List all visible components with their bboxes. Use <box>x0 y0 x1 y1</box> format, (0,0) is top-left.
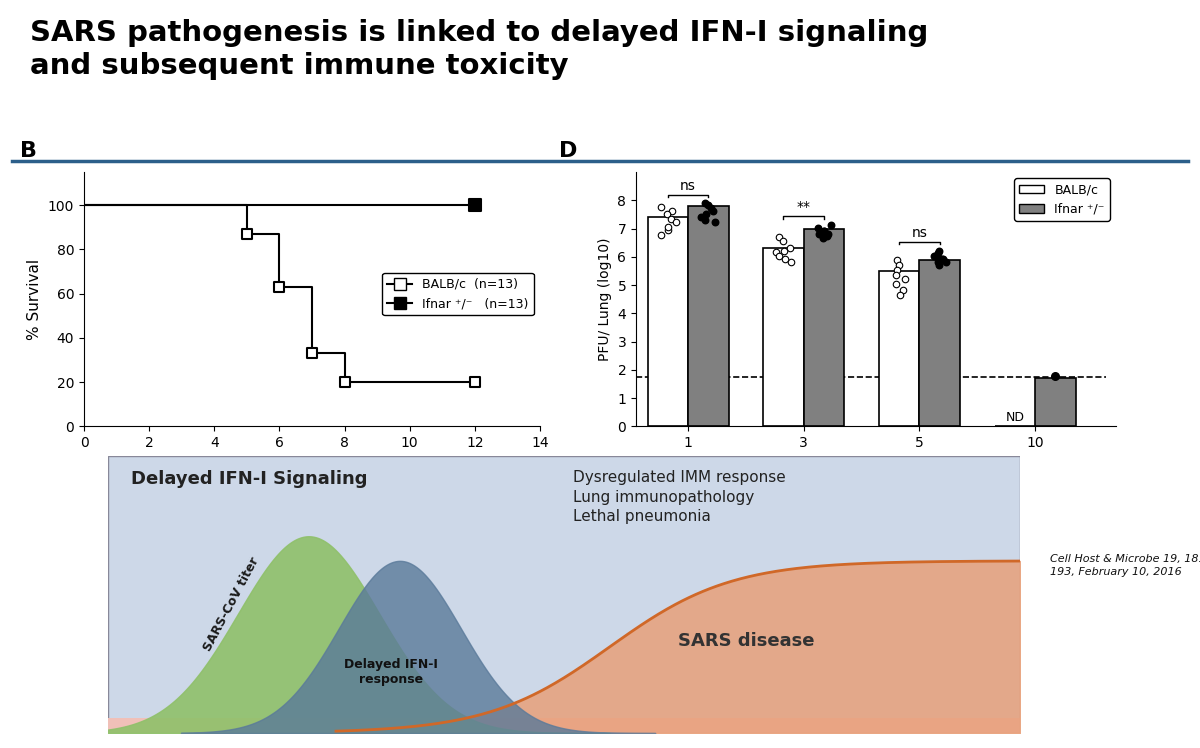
Point <box>1045 370 1064 382</box>
Y-axis label: PFU/ Lung (log10): PFU/ Lung (log10) <box>598 237 612 361</box>
Text: **: ** <box>797 200 811 215</box>
Point <box>706 216 725 228</box>
FancyBboxPatch shape <box>108 717 1020 733</box>
Point <box>925 251 944 263</box>
FancyBboxPatch shape <box>108 456 1020 733</box>
Point <box>666 216 685 228</box>
Text: ns: ns <box>680 180 696 193</box>
Text: ns: ns <box>912 226 928 240</box>
Legend: BALB/c, Ifnar ⁺/⁻: BALB/c, Ifnar ⁺/⁻ <box>1014 178 1110 221</box>
Point <box>890 289 910 301</box>
Text: D: D <box>559 141 577 161</box>
Point <box>466 199 485 211</box>
Bar <box>648 217 688 426</box>
Point <box>659 224 678 236</box>
Text: B: B <box>20 141 37 161</box>
Point <box>773 236 792 248</box>
Y-axis label: % Survival: % Survival <box>28 259 42 340</box>
Point <box>466 376 485 388</box>
Point <box>810 227 829 239</box>
Point <box>929 248 948 260</box>
Point <box>769 231 788 243</box>
Point <box>781 242 800 254</box>
Legend: BALB/c  (n=13), Ifnar ⁺/⁻   (n=13): BALB/c (n=13), Ifnar ⁺/⁻ (n=13) <box>383 273 534 315</box>
Point <box>817 230 836 242</box>
Point <box>775 245 794 257</box>
Point <box>889 259 908 271</box>
Point <box>821 219 840 231</box>
Point <box>769 251 788 263</box>
Bar <box>804 229 844 426</box>
Point <box>703 205 722 217</box>
Point <box>766 246 785 258</box>
Point <box>928 256 947 268</box>
Point <box>934 253 953 265</box>
Point <box>818 227 838 239</box>
Point <box>652 201 671 213</box>
Bar <box>878 271 919 426</box>
Text: SARS-CoV titer: SARS-CoV titer <box>200 555 262 653</box>
Point <box>809 222 828 234</box>
Text: Dysregulated IMM response
Lung immunopathology
Lethal pneumonia: Dysregulated IMM response Lung immunopat… <box>574 470 786 524</box>
Point <box>781 256 800 268</box>
Point <box>929 245 948 257</box>
Point <box>335 376 354 388</box>
Point <box>932 253 952 265</box>
Point <box>270 281 289 293</box>
Point <box>886 278 905 289</box>
Point <box>895 273 914 285</box>
Text: Delayed IFN-I Signaling: Delayed IFN-I Signaling <box>131 470 367 488</box>
Point <box>702 202 721 214</box>
X-axis label: Days Post-infection: Days Post-infection <box>793 456 959 470</box>
Bar <box>763 248 804 426</box>
Point <box>814 233 833 245</box>
Point <box>302 347 322 359</box>
Point <box>887 264 906 276</box>
Point <box>775 253 794 265</box>
Point <box>815 225 834 237</box>
Point <box>815 225 834 237</box>
Point <box>887 269 906 281</box>
Point <box>691 211 710 223</box>
Point <box>936 256 955 268</box>
Point <box>928 249 947 261</box>
Text: SARS pathogenesis is linked to delayed IFN-I signaling
and subsequent immune tox: SARS pathogenesis is linked to delayed I… <box>30 19 929 80</box>
Point <box>662 212 682 224</box>
Text: ND: ND <box>1006 411 1025 424</box>
Point <box>697 208 716 220</box>
Text: Delayed IFN-I
response: Delayed IFN-I response <box>343 657 438 685</box>
Point <box>658 209 677 221</box>
Point <box>929 259 948 271</box>
Bar <box>1036 378 1075 426</box>
Point <box>695 197 714 209</box>
Point <box>894 284 913 296</box>
Point <box>238 228 257 240</box>
Point <box>698 200 718 212</box>
Point <box>695 213 714 225</box>
Point <box>652 229 671 241</box>
X-axis label: Days Post-infection: Days Post-infection <box>229 456 395 470</box>
Point <box>659 221 678 233</box>
Point <box>662 205 682 217</box>
Text: SARS disease: SARS disease <box>678 632 815 650</box>
Point <box>888 254 907 266</box>
Text: Cell Host & Microbe 19, 181–
193, February 10, 2016: Cell Host & Microbe 19, 181– 193, Februa… <box>1050 554 1200 577</box>
Bar <box>688 206 728 426</box>
Bar <box>919 260 960 426</box>
